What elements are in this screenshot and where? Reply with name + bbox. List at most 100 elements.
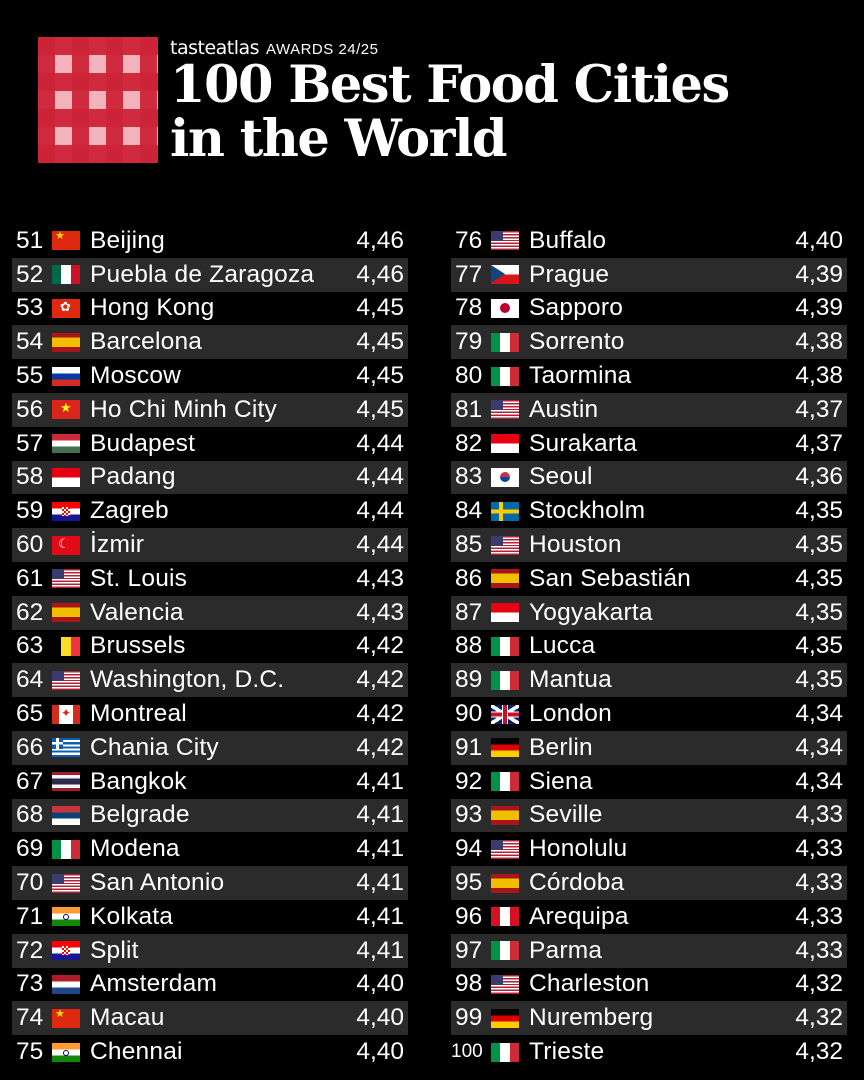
rank-number: 85 (455, 531, 483, 559)
rank-number: 75 (16, 1038, 44, 1066)
city-score: 4,38 (795, 362, 843, 390)
city-name: Bangkok (90, 767, 187, 795)
city-score: 4,39 (795, 294, 843, 322)
list-item: 57 Budapest 4,44 (12, 427, 408, 461)
flag-us-icon (491, 974, 519, 994)
header: tasteatlas AWARDS 24/25 100 Best Food Ci… (0, 0, 864, 220)
city-score: 4,35 (795, 564, 843, 592)
city-name: Valencia (90, 598, 184, 626)
flag-cz-icon (491, 265, 519, 285)
rank-number: 55 (16, 362, 44, 390)
list-item: 71 Kolkata 4,41 (12, 900, 408, 934)
list-item: 95 Córdoba 4,33 (451, 866, 847, 900)
rank-number: 59 (16, 497, 44, 525)
list-item: 56 Ho Chi Minh City 4,45 (12, 392, 408, 427)
city-name: Prague (529, 260, 610, 288)
flag-de-icon (491, 1008, 519, 1028)
city-score: 4,35 (795, 666, 843, 694)
city-score: 4,40 (356, 1004, 404, 1032)
rank-number: 70 (16, 869, 44, 897)
flag-es-icon (491, 805, 519, 825)
rank-number: 53 (16, 294, 44, 322)
rank-number: 61 (16, 564, 44, 592)
city-name: Siena (529, 767, 593, 795)
flag-de-icon (491, 738, 519, 758)
city-score: 4,40 (356, 1038, 404, 1066)
city-score: 4,32 (795, 1004, 843, 1032)
rank-number: 56 (16, 395, 44, 423)
list-item: 65 Montreal 4,42 (12, 697, 408, 731)
city-name: Arequipa (529, 902, 629, 930)
flag-us-icon (491, 400, 519, 420)
city-name: Trieste (529, 1038, 605, 1066)
city-score: 4,41 (356, 869, 404, 897)
rank-number: 54 (16, 328, 44, 356)
city-score: 4,44 (356, 497, 404, 525)
rank-number: 87 (455, 598, 483, 626)
city-score: 4,33 (795, 801, 843, 829)
rank-number: 97 (455, 936, 483, 964)
list-item: 61 St. Louis 4,43 (12, 562, 408, 596)
city-score: 4,37 (795, 429, 843, 457)
flag-in-icon (52, 1042, 80, 1062)
list-item: 73 Amsterdam 4,40 (12, 968, 408, 1002)
rank-number: 52 (16, 260, 44, 288)
brand-name: tasteatlas (170, 37, 260, 59)
flag-ru-icon (52, 366, 80, 386)
flag-in-icon (52, 907, 80, 927)
flag-it-icon (491, 772, 519, 792)
rank-number: 89 (455, 666, 483, 694)
city-name: Montreal (90, 700, 187, 728)
list-item: 62 Valencia 4,43 (12, 595, 408, 630)
rank-number: 72 (16, 936, 44, 964)
list-item: 52 Puebla de Zaragoza 4,46 (12, 257, 408, 292)
city-score: 4,45 (356, 395, 404, 423)
city-score: 4,34 (795, 733, 843, 761)
city-score: 4,36 (795, 463, 843, 491)
list-item: 69 Modena 4,41 (12, 832, 408, 866)
flag-it-icon (491, 366, 519, 386)
flag-se-icon (491, 501, 519, 521)
rank-number: 65 (16, 700, 44, 728)
city-name: St. Louis (90, 564, 188, 592)
rank-number: 73 (16, 970, 44, 998)
city-name: Mantua (529, 666, 612, 694)
flag-it-icon (491, 1042, 519, 1062)
title-line-2: in the World (170, 109, 508, 169)
rank-number: 81 (455, 395, 483, 423)
city-score: 4,41 (356, 767, 404, 795)
list-item: 72 Split 4,41 (12, 933, 408, 968)
city-name: Hong Kong (90, 294, 215, 322)
city-score: 4,34 (795, 700, 843, 728)
list-item: 76 Buffalo 4,40 (451, 224, 847, 258)
city-score: 4,43 (356, 598, 404, 626)
ranking-list-left: 51 Beijing 4,46 52 Puebla de Zaragoza 4,46 53 H… (12, 224, 408, 1069)
list-item: 81 Austin 4,37 (451, 392, 847, 427)
city-score: 4,41 (356, 936, 404, 964)
list-item: 93 Seville 4,33 (451, 798, 847, 833)
flag-us-icon (491, 535, 519, 555)
rank-number: 62 (16, 598, 44, 626)
list-item: 51 Beijing 4,46 (12, 224, 408, 258)
flag-mx-icon (52, 265, 80, 285)
city-score: 4,40 (356, 970, 404, 998)
rank-number: 68 (16, 801, 44, 829)
city-score: 4,38 (795, 328, 843, 356)
city-name: Yogyakarta (529, 598, 653, 626)
list-item: 92 Siena 4,34 (451, 765, 847, 799)
list-item: 80 Taormina 4,38 (451, 359, 847, 393)
city-score: 4,35 (795, 531, 843, 559)
city-name: İzmir (90, 531, 145, 559)
flag-vn-icon (52, 400, 80, 420)
list-item: 100 Trieste 4,32 (451, 1035, 847, 1069)
city-score: 4,40 (795, 226, 843, 254)
list-item: 54 Barcelona 4,45 (12, 325, 408, 360)
city-name: Puebla de Zaragoza (90, 260, 315, 288)
city-score: 4,35 (795, 497, 843, 525)
rank-number: 66 (16, 733, 44, 761)
rank-number: 90 (455, 700, 483, 728)
flag-tr-icon (52, 535, 80, 555)
city-name: Kolkata (90, 902, 174, 930)
flag-hr-icon (52, 501, 80, 521)
flag-us-icon (52, 873, 80, 893)
